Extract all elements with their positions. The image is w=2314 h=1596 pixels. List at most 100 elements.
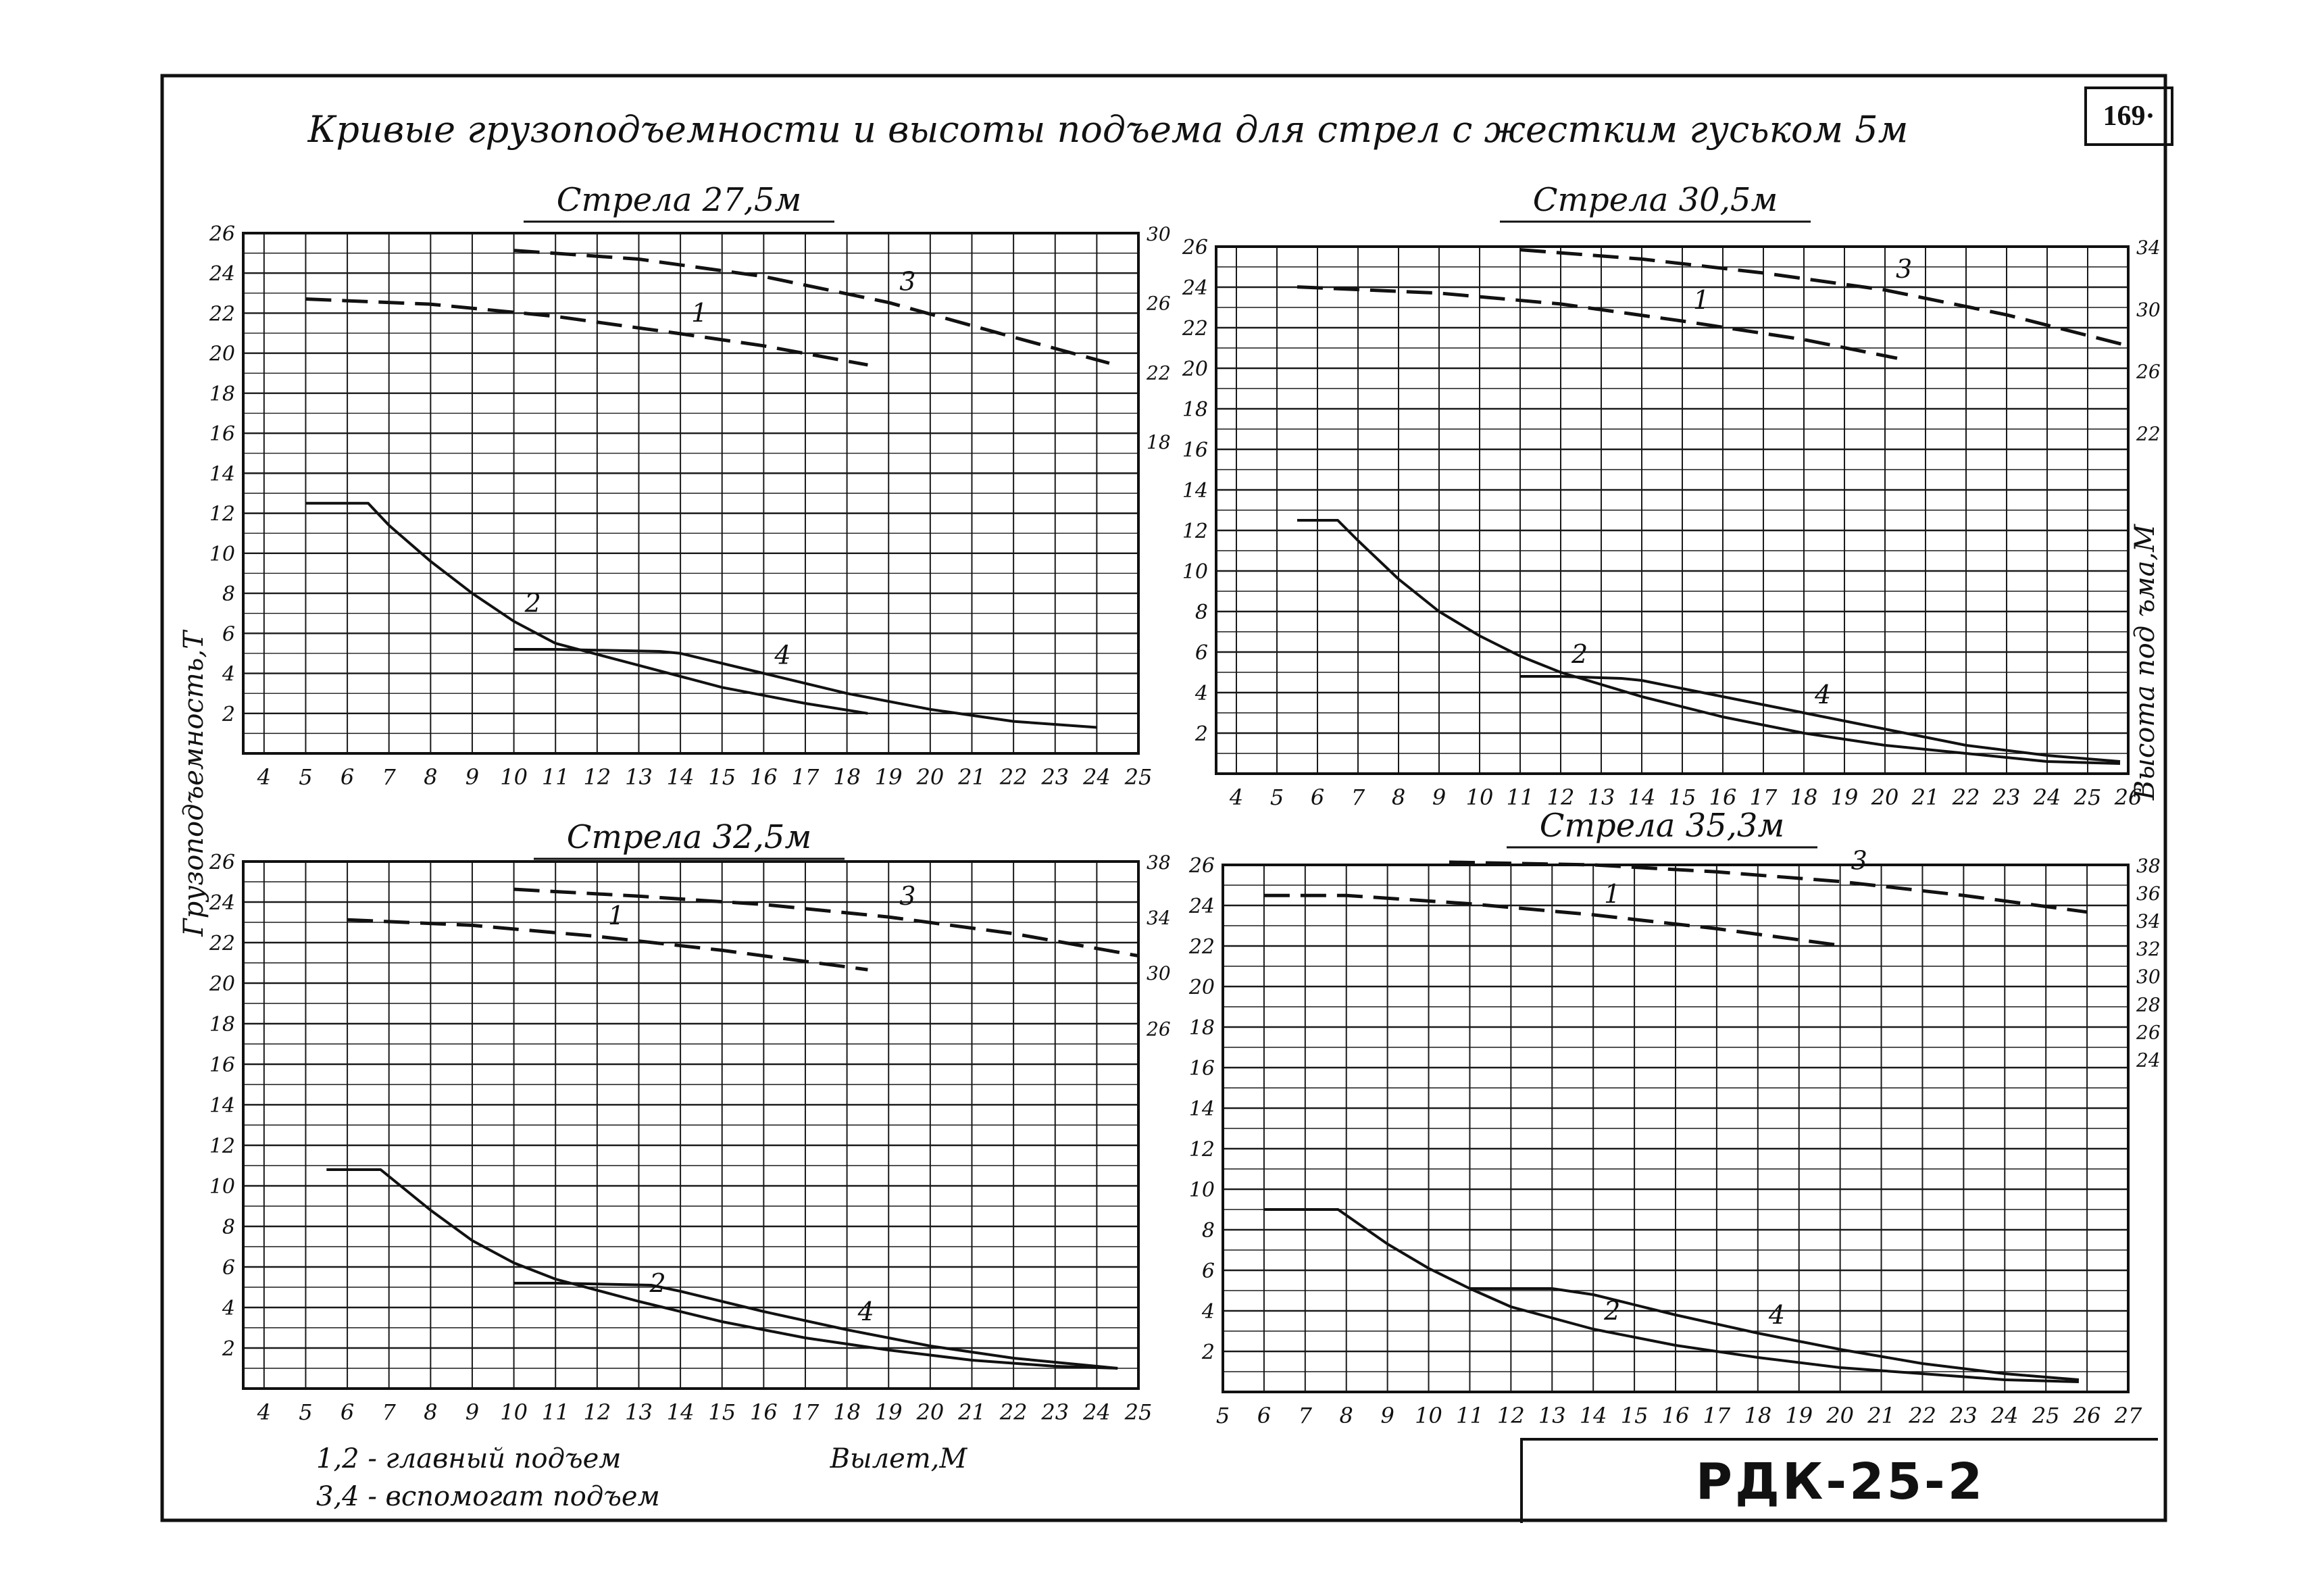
y2-tick-label: 26 [1146,293,1171,315]
series-line-2 [1297,519,2121,765]
x-tick-label: 26 [2114,784,2142,810]
series-label-2: 2 [649,1268,665,1298]
page-number: 169· [2084,86,2173,146]
x-tick-label: 17 [792,1399,820,1425]
series-label-4: 4 [774,641,790,670]
y2-tick-label: 22 [2136,422,2161,445]
x-tick-label: 19 [875,1399,903,1425]
series-line-2 [305,501,868,715]
y-tick-label: 10 [1189,1178,1215,1202]
chart-title: Стрела 35,3м [1540,807,1784,845]
x-tick-label: 9 [466,1399,479,1425]
x-tick-label: 15 [1621,1403,1649,1428]
x-tick-label: 16 [750,764,778,790]
x-tick-label: 23 [1040,1399,1069,1425]
series-line-3 [513,887,1139,958]
x-tick-label: 11 [1456,1403,1484,1428]
y-tick-label: 24 [209,262,235,286]
series-label-1: 1 [608,901,624,930]
x-tick-label: 16 [750,1399,778,1425]
x-tick-label: 7 [382,764,397,790]
x-tick-label: 6 [341,1399,354,1425]
series-line-3 [513,249,1110,365]
series-line-4 [513,648,1097,729]
y-tick-label: 22 [209,302,235,326]
x-tick-label: 13 [625,1399,653,1425]
series-line-1 [347,918,868,972]
plot-frame [242,860,1140,1390]
x-tick-label: 17 [1750,784,1778,810]
x-tick-label: 9 [1432,784,1446,810]
x-tick-label: 26 [2073,1403,2101,1428]
x-tick-label: 11 [1507,784,1534,810]
y-tick-label: 18 [209,382,235,406]
series-label-2: 2 [1571,639,1588,669]
y-tick-label: 2 [222,703,235,726]
x-tick-label: 23 [1992,784,2021,810]
x-tick-label: 22 [1908,1403,1936,1428]
x-tick-label: 22 [999,1399,1028,1425]
x-axis-label: Вылет,М [830,1443,968,1474]
x-tick-label: 20 [916,764,945,790]
y-tick-label: 26 [1182,236,1208,259]
series-label-4: 4 [857,1297,874,1326]
x-tick-label: 22 [999,764,1028,790]
right-axis-label: Высота под ъма,М [2130,524,2161,801]
x-tick-label: 12 [1497,1403,1525,1428]
y2-tick-label: 28 [2136,993,2161,1016]
x-tick-label: 12 [583,764,611,790]
plot-frame [1222,864,2130,1393]
x-tick-label: 19 [875,764,903,790]
x-tick-label: 21 [1911,784,1940,810]
series-line-2 [326,1168,1118,1370]
y-tick-label: 20 [1182,357,1208,381]
y-tick-label: 26 [1188,854,1215,878]
x-tick-label: 14 [1580,1403,1607,1428]
x-tick-label: 11 [542,1399,570,1425]
x-tick-label: 13 [1538,1403,1566,1428]
y-tick-label: 12 [209,1134,235,1158]
plot-frame [1215,245,2130,775]
y-tick-label: 22 [1182,317,1208,341]
x-tick-label: 25 [1124,1399,1153,1425]
plot-frame [242,232,1140,755]
y2-tick-label: 38 [2136,855,2161,877]
x-tick-label: 25 [2073,784,2102,810]
chart-title: Стрела 27,5м [557,181,801,219]
x-tick-label: 21 [1867,1403,1895,1428]
y-tick-label: 24 [1188,895,1215,918]
y2-tick-label: 30 [2136,299,2161,321]
y2-tick-label: 34 [2136,236,2161,259]
y-tick-label: 4 [222,1297,235,1320]
y-tick-label: 10 [209,543,235,566]
x-tick-label: 19 [1831,784,1859,810]
series-label-3: 3 [1896,254,1912,284]
x-tick-label: 11 [542,764,570,790]
y-tick-label: 20 [1188,976,1215,999]
y-tick-label: 10 [1182,560,1208,584]
series-label-1: 1 [1693,285,1709,315]
x-tick-label: 20 [1826,1403,1854,1428]
y-tick-label: 24 [1182,276,1208,300]
y2-tick-label: 34 [2136,910,2161,932]
y-tick-label: 8 [1202,1219,1215,1243]
y2-tick-label: 26 [1146,1018,1171,1040]
x-tick-label: 6 [341,764,354,790]
x-tick-label: 18 [1744,1403,1771,1428]
x-tick-label: 23 [1040,764,1069,790]
series-label-3: 3 [899,267,915,297]
y2-tick-label: 24 [2136,1049,2161,1071]
series-line-4 [1469,1287,2080,1381]
x-tick-label: 7 [1351,784,1365,810]
series-label-4: 4 [1768,1300,1785,1330]
y-tick-label: 2 [222,1337,235,1361]
y-tick-label: 20 [209,972,235,996]
y-tick-label: 8 [222,1216,235,1239]
y2-tick-label: 30 [1147,223,1171,245]
y-tick-label: 14 [1182,479,1208,503]
x-tick-label: 7 [1299,1403,1313,1428]
y-tick-label: 14 [209,462,235,486]
series-label-3: 3 [1851,846,1867,876]
sheet-title: Кривые грузоподъемности и высоты подъема… [307,108,1909,151]
